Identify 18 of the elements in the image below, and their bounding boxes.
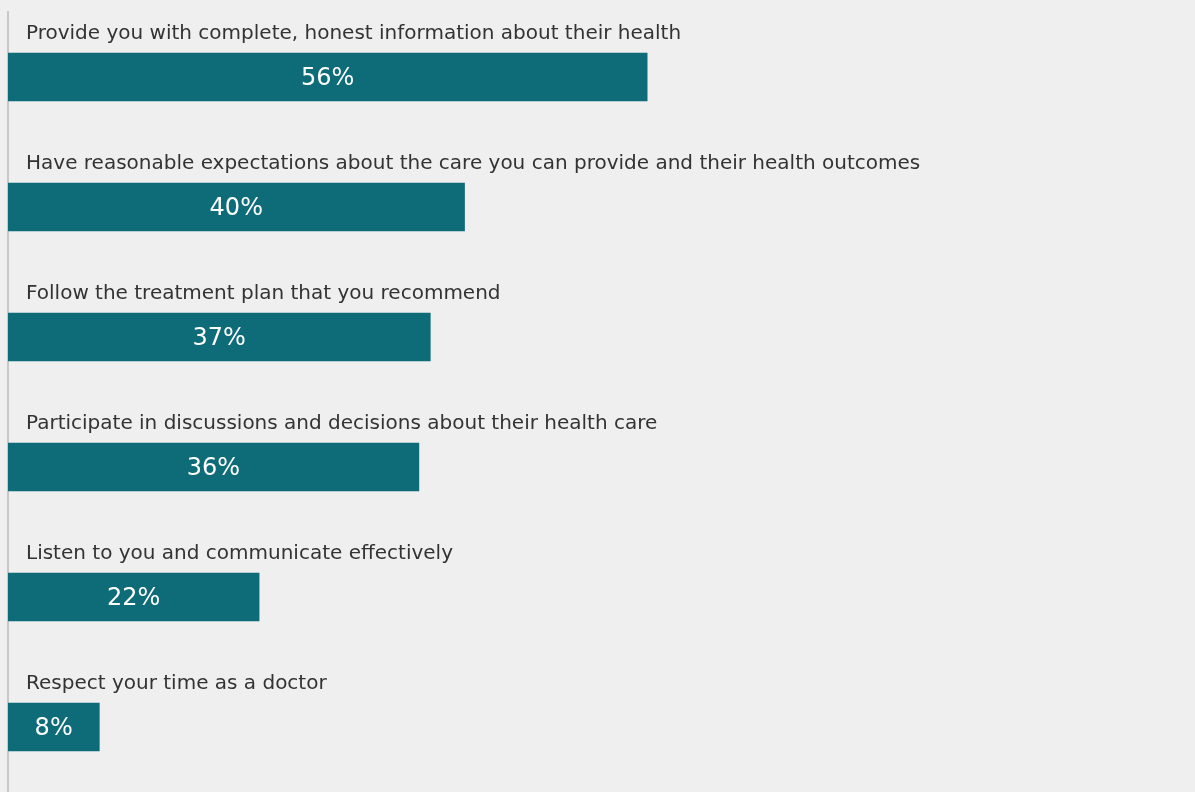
data-label: 37% xyxy=(192,323,246,352)
bar xyxy=(8,572,260,622)
y-tick-label: Follow the treatment plan that you recommend xyxy=(26,280,501,304)
data-label: 8% xyxy=(34,713,73,742)
bar xyxy=(8,52,648,102)
data-label: 56% xyxy=(300,63,355,92)
bar xyxy=(8,442,420,492)
y-tick-label: Have reasonable expectations about the care you can provide and their health outcomes xyxy=(26,150,921,174)
data-label: 36% xyxy=(186,453,241,482)
data-label: 22% xyxy=(106,583,161,612)
bar xyxy=(8,312,431,362)
y-tick-label: Respect your time as a doctor xyxy=(26,670,328,694)
bar xyxy=(8,702,100,752)
y-tick-label: Listen to you and communicate effectively xyxy=(26,540,454,564)
data-label: 40% xyxy=(209,193,263,222)
bar xyxy=(8,182,465,232)
y-tick-label: Provide you with complete, honest information about their health xyxy=(26,20,682,44)
y-tick-label: Participate in discussions and decisions about their health care xyxy=(26,410,658,434)
